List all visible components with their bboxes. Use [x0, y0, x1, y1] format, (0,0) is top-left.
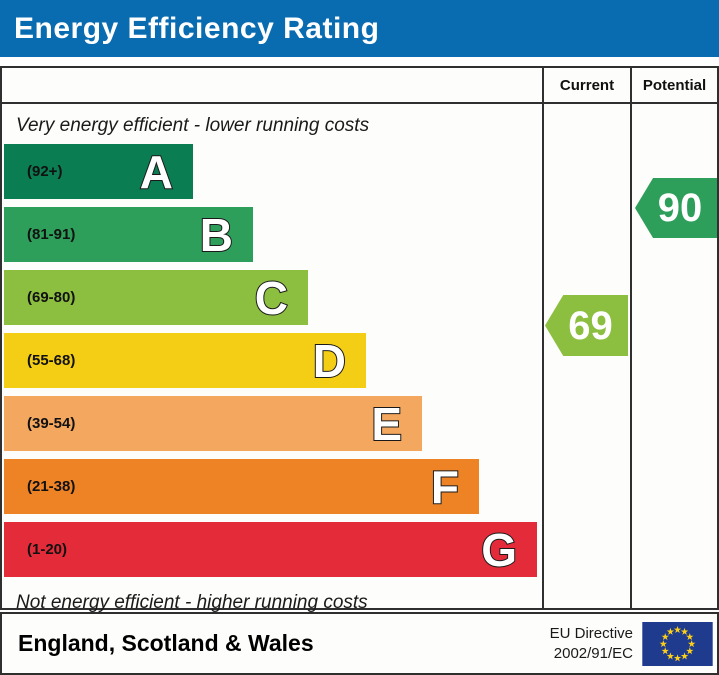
band-letter: F	[430, 460, 460, 513]
rating-band: (39-54) E	[4, 396, 422, 451]
band-letter: A	[139, 145, 174, 198]
band-range-label: (55-68)	[27, 352, 76, 369]
band-range-label: (92+)	[27, 163, 63, 180]
chart-body: Very energy efficient - lower running co…	[2, 104, 717, 613]
top-note: Very energy efficient - lower running co…	[16, 115, 370, 136]
rating-bands-area: Very energy efficient - lower running co…	[2, 104, 542, 613]
rating-band: (69-80) C	[4, 270, 308, 325]
current-column-header: Current	[542, 68, 630, 102]
bottom-note: Not energy efficient - higher running co…	[16, 592, 368, 613]
page-title-banner: Energy Efficiency Rating	[0, 0, 719, 57]
band-letter: C	[254, 271, 289, 324]
band-range-label: (39-54)	[27, 415, 76, 432]
band-range-label: (1-20)	[27, 541, 68, 558]
page-title: Energy Efficiency Rating	[14, 11, 380, 45]
potential-rating-arrow: 90	[635, 178, 717, 238]
eu-directive-line2: 2002/91/EC	[553, 644, 633, 662]
current-column	[542, 104, 630, 608]
rating-band: (92+) A	[4, 144, 193, 199]
footer-right-group: EU Directive 2002/91/EC	[550, 621, 713, 666]
potential-column-header: Potential	[630, 68, 717, 102]
band-range-label: (21-38)	[27, 478, 76, 495]
band-letter: E	[370, 397, 403, 450]
rating-band: (81-91) B	[4, 207, 253, 262]
band-letter: G	[480, 523, 518, 576]
footer-bar: England, Scotland & Wales EU Directive 2…	[0, 612, 719, 675]
region-label: England, Scotland & Wales	[18, 630, 314, 656]
rating-band: (21-38) F	[4, 459, 479, 514]
band-range-label: (81-91)	[27, 226, 76, 243]
eu-directive-label: EU Directive 2002/91/EC	[550, 624, 633, 663]
eu-flag-icon	[642, 621, 713, 666]
band-letter: D	[312, 334, 347, 387]
column-header-spacer	[2, 68, 542, 102]
current-rating-value: 69	[568, 303, 613, 348]
band-range-label: (69-80)	[27, 289, 76, 306]
band-letter: B	[199, 208, 234, 261]
eu-directive-line1: EU Directive	[549, 625, 633, 642]
current-rating-arrow: 69	[545, 295, 628, 356]
rating-band: (1-20) G	[4, 522, 537, 577]
rating-band: (55-68) D	[4, 333, 366, 388]
energy-rating-chart: Current Potential Very energy efficient …	[0, 66, 719, 613]
column-header-row: Current Potential	[2, 68, 717, 104]
potential-rating-value: 90	[657, 186, 703, 230]
rating-band-list: (92+) A (81-91) B (69-80) C (55-68) D (3…	[4, 144, 542, 577]
potential-column	[630, 104, 717, 608]
